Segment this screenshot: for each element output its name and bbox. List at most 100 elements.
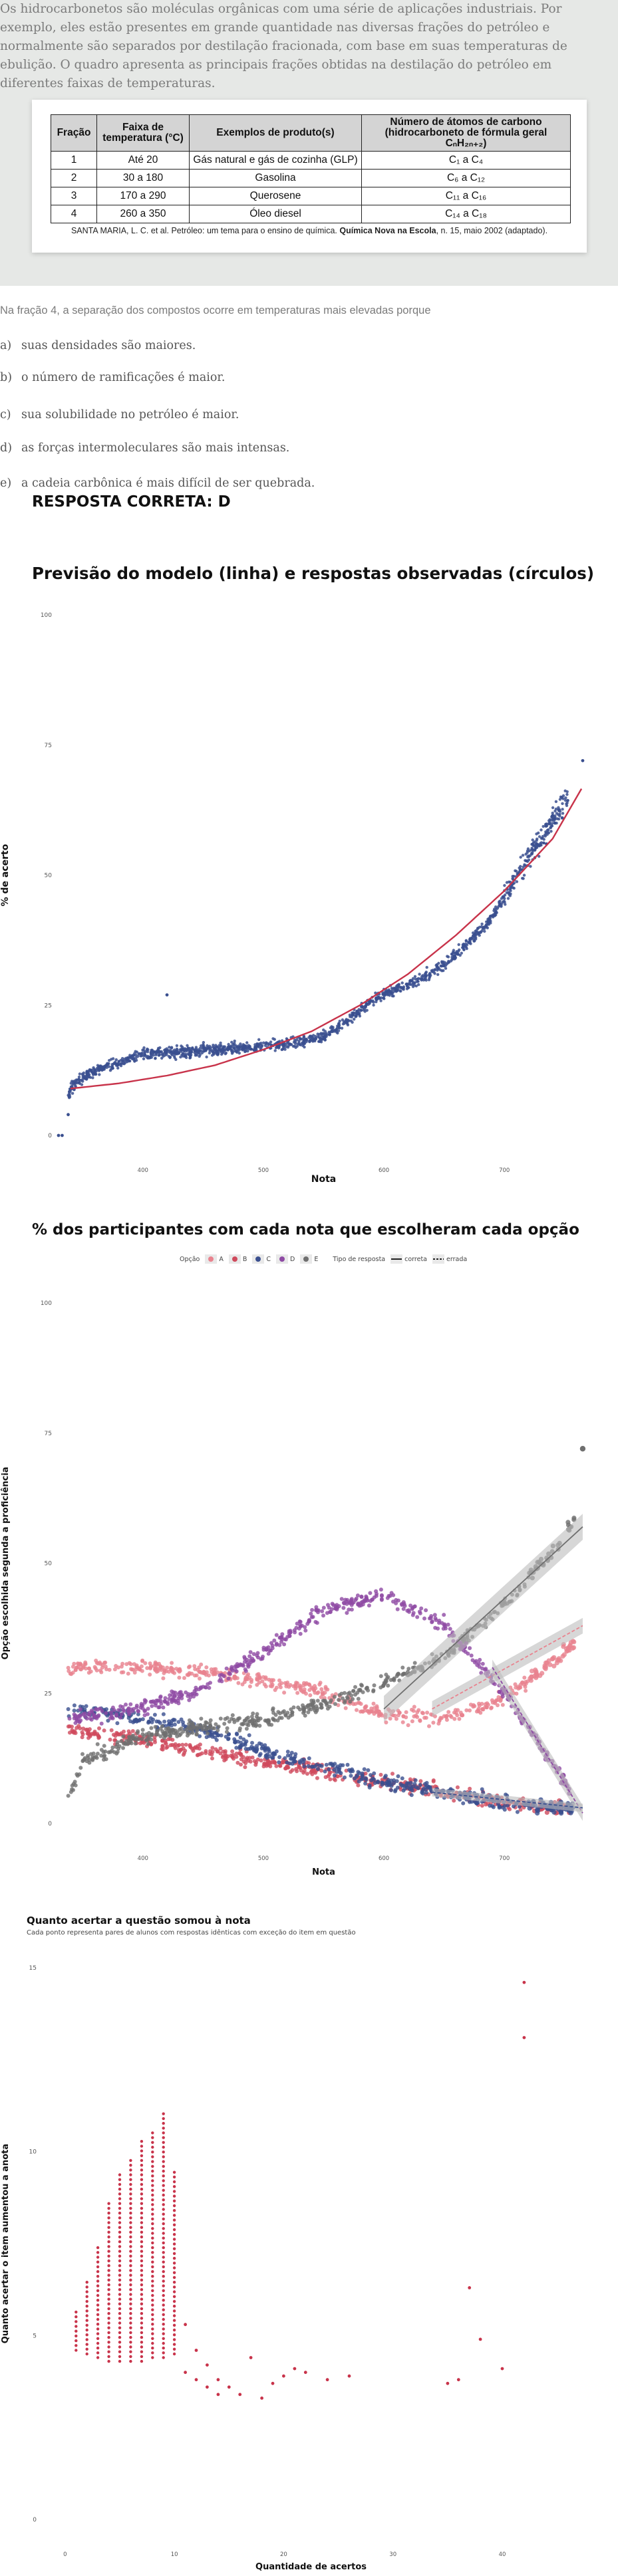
series-point — [90, 1758, 95, 1762]
series-point — [474, 1659, 478, 1663]
observed-point — [117, 1060, 120, 1063]
increase-point — [162, 2308, 165, 2311]
observed-point — [170, 1050, 173, 1054]
increase-point — [118, 2230, 122, 2234]
observed-point — [444, 961, 447, 965]
observed-point — [421, 974, 424, 977]
series-point — [315, 1762, 319, 1767]
series-point — [291, 1756, 296, 1761]
increase-point — [107, 2254, 110, 2258]
series-point — [87, 1666, 91, 1671]
series-point — [251, 1723, 256, 1728]
series-point — [400, 1776, 404, 1781]
increase-point — [140, 2240, 144, 2244]
series-point — [359, 1603, 363, 1607]
series-point — [323, 1775, 328, 1780]
series-point — [349, 1607, 354, 1612]
increase-point — [271, 2381, 275, 2385]
series-point — [363, 1781, 368, 1786]
observed-point — [289, 1042, 292, 1046]
increase-point — [85, 2299, 88, 2303]
series-point — [335, 1764, 340, 1769]
series-point — [320, 1609, 325, 1613]
series-point — [115, 1721, 120, 1726]
y-tick-label: 25 — [45, 1691, 52, 1697]
table-row: 4 260 a 350 Óleo diesel C₁₄ a C₁₈ — [51, 205, 571, 223]
series-point — [455, 1785, 460, 1790]
increase-point — [172, 2266, 176, 2270]
series-point — [301, 1683, 306, 1688]
increase-point — [107, 2264, 110, 2268]
series-point — [88, 1716, 92, 1721]
series-point — [348, 1699, 353, 1704]
series-point — [144, 1698, 148, 1703]
increase-point — [140, 2307, 144, 2311]
series-point — [80, 1735, 84, 1740]
increase-point — [151, 2256, 154, 2259]
observed-point — [498, 899, 502, 903]
chart3-title: Quanto acertar a questão somou à nota — [27, 1915, 251, 1927]
series-point — [234, 1751, 239, 1756]
series-point — [110, 1748, 114, 1753]
increase-point — [107, 2245, 110, 2248]
series-point — [277, 1764, 282, 1768]
series-point — [177, 1743, 182, 1747]
observed-point — [536, 843, 540, 846]
option-text: o número de ramificações é maior. — [21, 371, 226, 384]
increase-point — [85, 2319, 88, 2322]
observed-point — [212, 1044, 215, 1047]
series-point — [294, 1767, 299, 1771]
x-tick-label: 600 — [379, 1167, 389, 1174]
series-point — [306, 1710, 311, 1714]
observed-point — [132, 1057, 136, 1061]
series-point — [111, 1732, 116, 1737]
series-point — [481, 1707, 486, 1712]
series-point — [134, 1738, 138, 1742]
series-point — [154, 1661, 159, 1666]
series-point — [212, 1667, 216, 1672]
observed-point — [417, 983, 420, 987]
increase-point — [107, 2206, 110, 2210]
series-point — [351, 1769, 355, 1774]
observed-points — [57, 759, 585, 1137]
series-point — [392, 1781, 396, 1786]
observed-point — [411, 985, 415, 989]
series-point — [120, 1661, 125, 1666]
series-point — [322, 1698, 327, 1703]
series-point — [543, 1664, 549, 1669]
series-point — [372, 1683, 377, 1688]
increase-point — [172, 2218, 176, 2222]
series-point — [109, 1728, 114, 1732]
series-point — [263, 1747, 267, 1752]
series-point — [166, 1719, 171, 1724]
observed-point — [208, 1044, 212, 1048]
increase-point — [129, 2235, 132, 2239]
increase-point — [162, 2217, 165, 2221]
observed-point — [271, 1037, 275, 1040]
series-point — [122, 1741, 126, 1746]
series-point — [312, 1768, 316, 1773]
increase-point — [96, 2289, 100, 2292]
increase-point — [151, 2174, 154, 2178]
observed-point — [500, 905, 503, 908]
observed-point — [457, 943, 460, 947]
series-point — [339, 1597, 344, 1601]
observed-point — [446, 955, 450, 959]
series-point — [160, 1744, 165, 1749]
observed-point — [493, 913, 496, 917]
increase-point — [172, 2314, 176, 2317]
increase-point — [96, 2251, 100, 2254]
series-point — [201, 1685, 206, 1689]
observed-point — [325, 1033, 329, 1036]
series-point — [345, 1762, 350, 1767]
observed-point — [130, 1054, 134, 1058]
series-point — [114, 1664, 118, 1668]
series-point — [369, 1773, 373, 1778]
increase-point — [151, 2179, 154, 2182]
series-point — [166, 1737, 171, 1742]
observed-point — [554, 807, 558, 811]
increase-point — [172, 2252, 176, 2256]
series-point — [222, 1722, 227, 1726]
correct-answer: RESPOSTA CORRETA: D — [32, 493, 231, 511]
observed-point — [478, 933, 481, 937]
